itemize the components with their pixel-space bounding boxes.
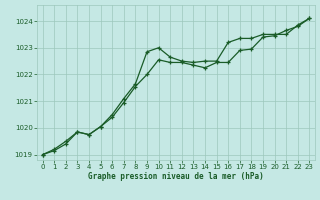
- X-axis label: Graphe pression niveau de la mer (hPa): Graphe pression niveau de la mer (hPa): [88, 172, 264, 181]
